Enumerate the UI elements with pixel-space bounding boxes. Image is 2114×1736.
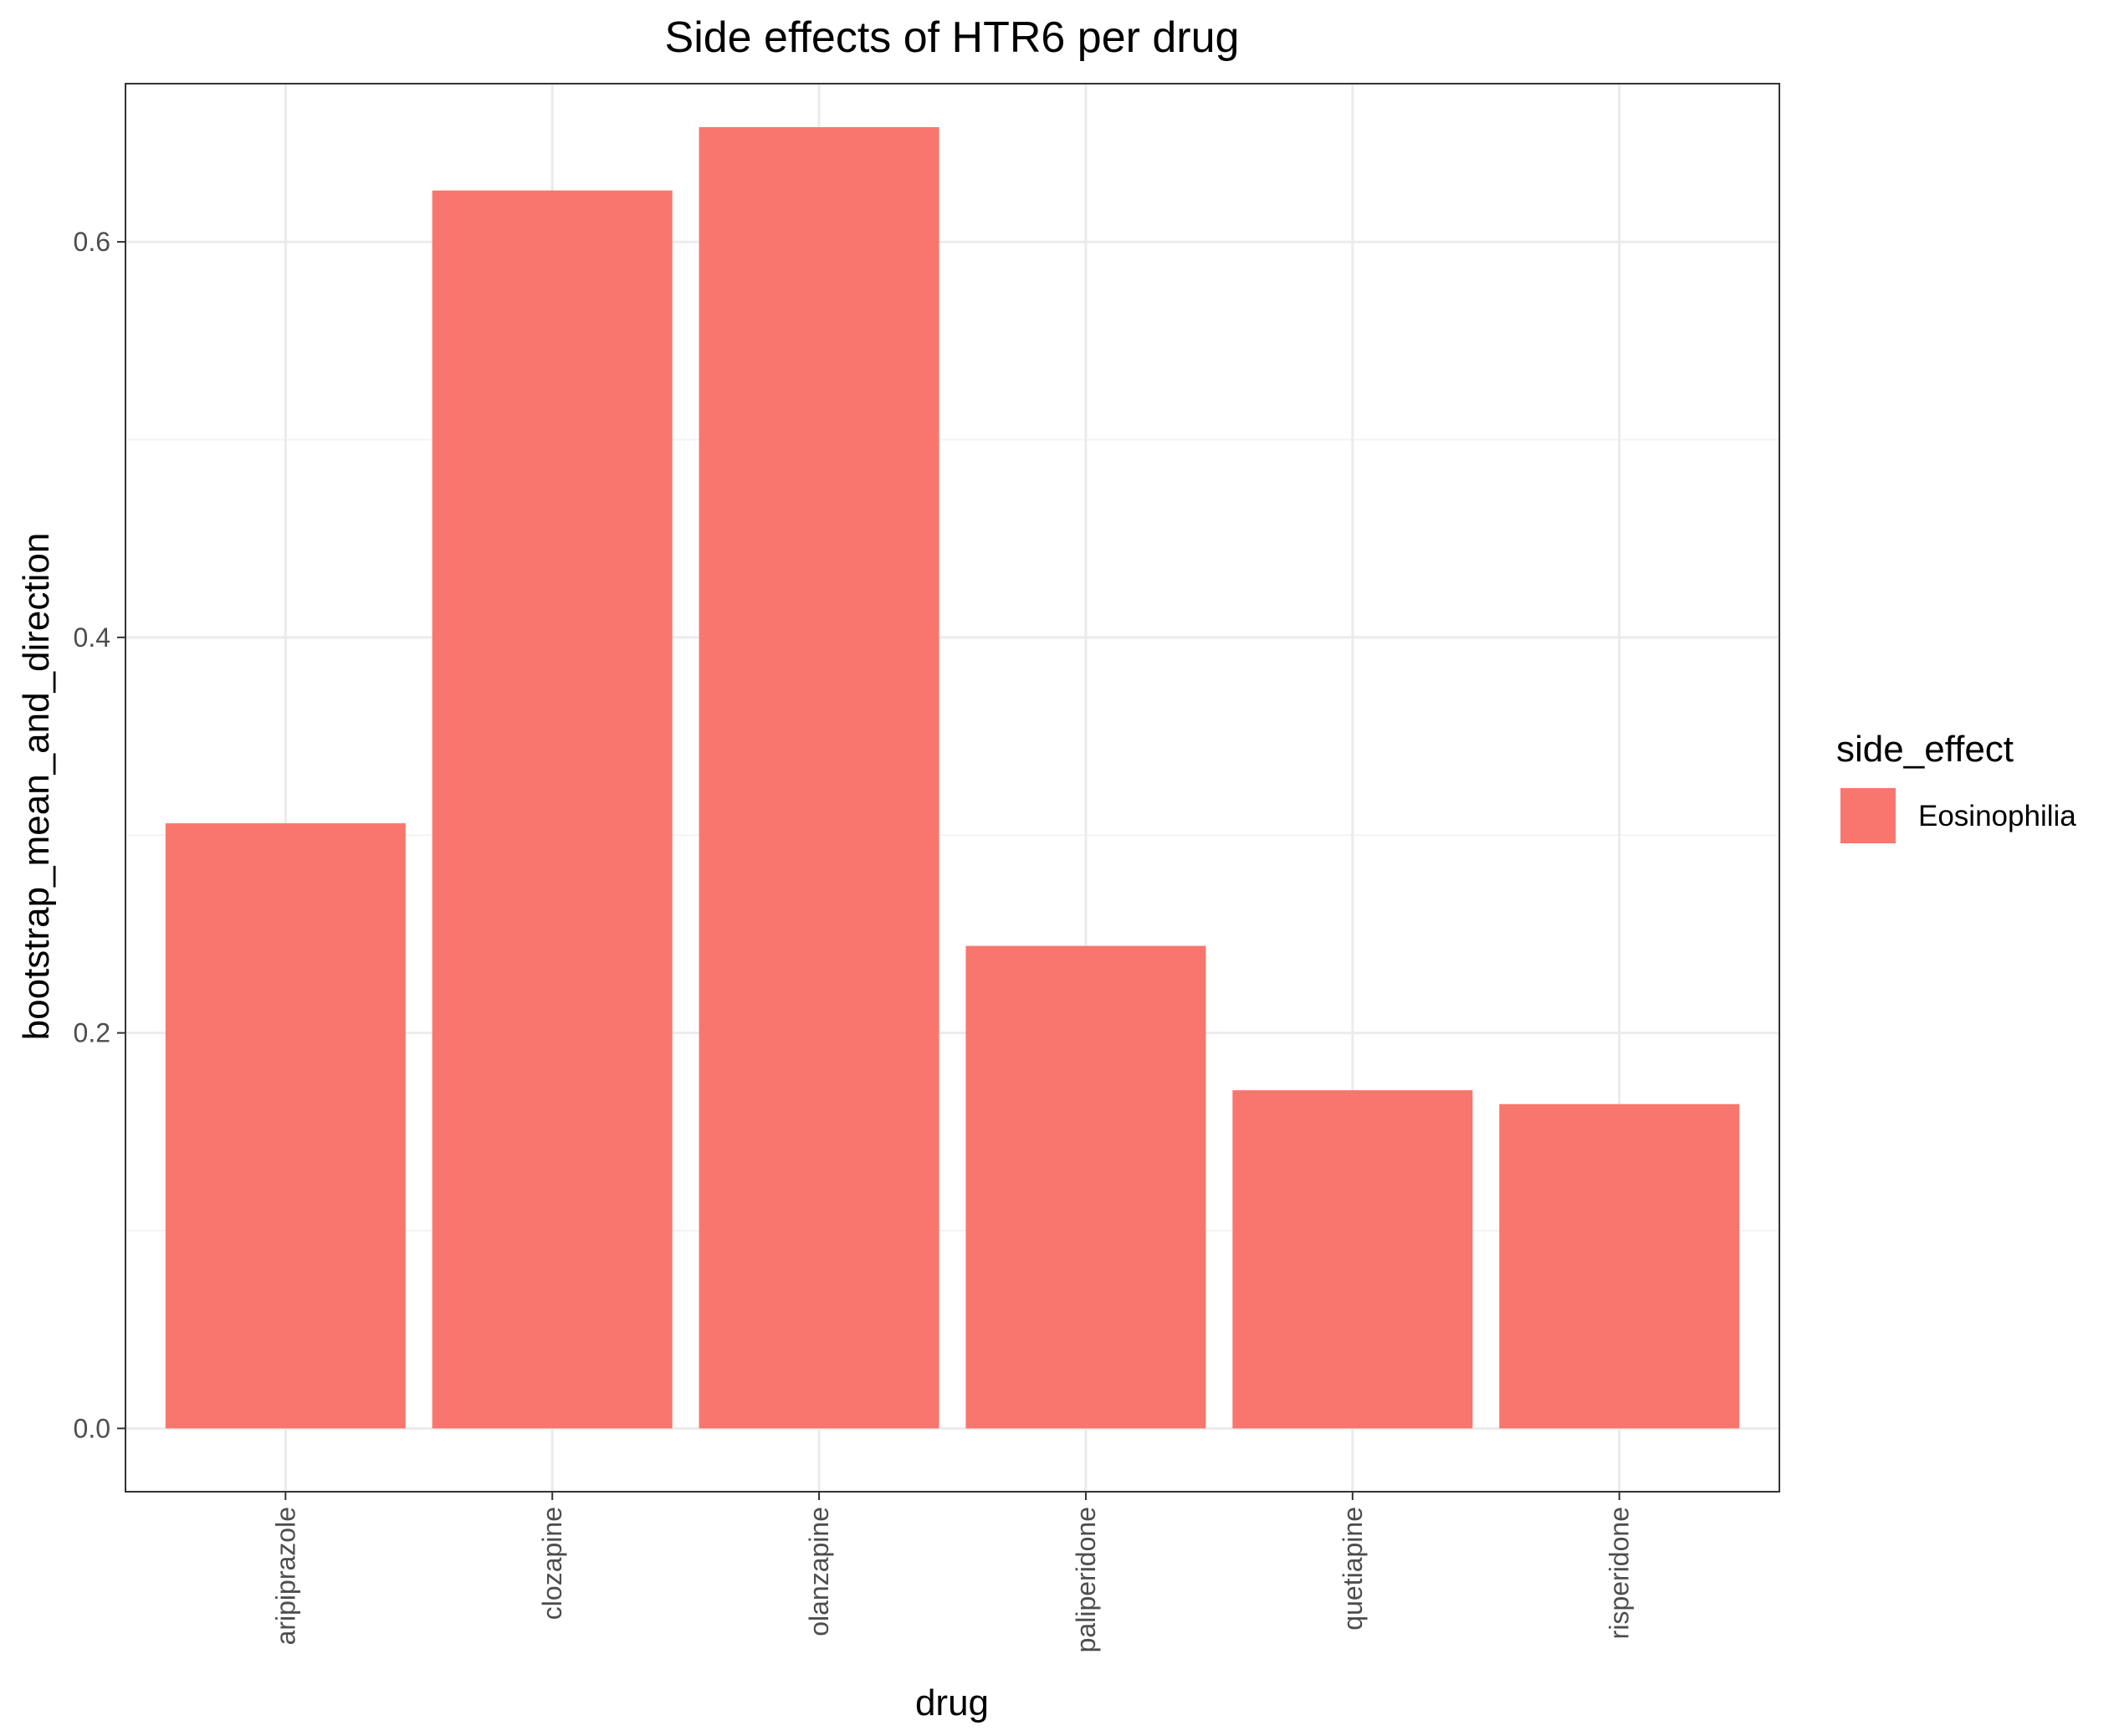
y-tick-label: 0.2 bbox=[74, 1018, 110, 1048]
x-tick-label-olanzapine: olanzapine bbox=[804, 1507, 834, 1636]
x-tick-label-clozapine: clozapine bbox=[537, 1507, 567, 1620]
bar-quetiapine bbox=[1232, 1090, 1473, 1429]
y-tick-label: 0.6 bbox=[74, 227, 110, 257]
bar-clozapine bbox=[432, 190, 673, 1429]
x-axis: aripiprazole clozapine olanzapine paliperid… bbox=[270, 1492, 1635, 1652]
bars bbox=[165, 127, 1740, 1429]
bar-aripiprazole bbox=[165, 823, 406, 1429]
y-axis: 0.0 0.2 0.4 0.6 bbox=[74, 227, 125, 1443]
legend-key-eosinophilia bbox=[1840, 788, 1896, 843]
legend-label-eosinophilia: Eosinophilia bbox=[1918, 800, 2076, 832]
x-tick-label-paliperidone: paliperidone bbox=[1071, 1507, 1101, 1652]
x-tick-label-quetiapine: quetiapine bbox=[1338, 1507, 1368, 1631]
x-tick-label-risperidone: risperidone bbox=[1605, 1507, 1635, 1639]
x-axis-title: drug bbox=[915, 1682, 989, 1723]
y-tick-label: 0.0 bbox=[74, 1413, 110, 1443]
y-tick-label: 0.4 bbox=[74, 622, 110, 653]
bar-risperidone bbox=[1499, 1104, 1740, 1429]
chart-title: Side effects of HTR6 per drug bbox=[665, 13, 1240, 62]
bar-paliperidone bbox=[965, 945, 1206, 1429]
x-tick-label-aripiprazole: aripiprazole bbox=[270, 1507, 300, 1645]
panel-border bbox=[125, 83, 1780, 1493]
y-axis-title: bootstrap_mean_and_direction bbox=[16, 533, 57, 1041]
legend: side_effect Eosinophilia bbox=[1836, 729, 2076, 843]
legend-title: side_effect bbox=[1836, 729, 2014, 770]
bar-olanzapine bbox=[699, 127, 939, 1429]
